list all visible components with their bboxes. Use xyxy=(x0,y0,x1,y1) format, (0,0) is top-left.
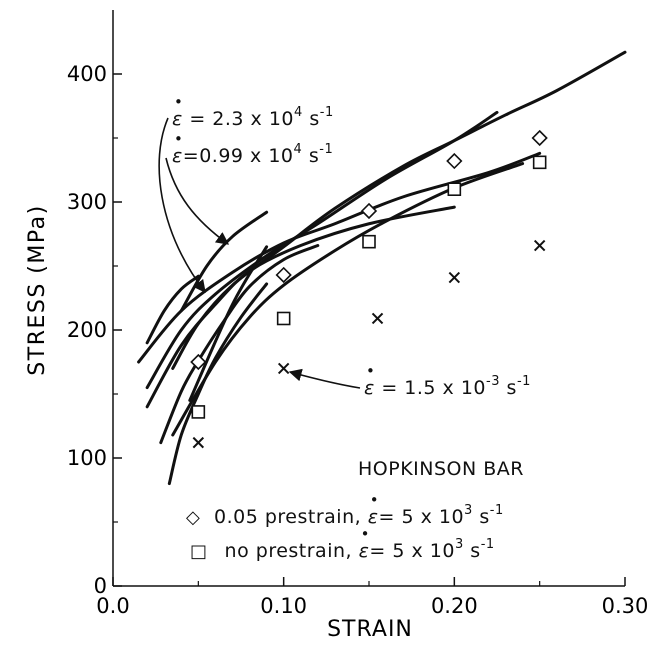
x-marker-stroke xyxy=(192,436,205,449)
diamond-marker xyxy=(446,152,463,170)
x-tick-label: 0.30 xyxy=(602,594,649,618)
annotation-rate-low: ε = 1.5 x 10-3 s-1 xyxy=(364,362,531,399)
arrow-rate-low xyxy=(288,368,361,389)
y-tick-label: 300 xyxy=(67,190,107,214)
square-marker-icon: □ xyxy=(190,541,208,562)
x-marker xyxy=(448,271,461,284)
axes xyxy=(112,10,626,587)
square-marker xyxy=(447,182,462,196)
annotation-arrows xyxy=(158,117,361,389)
y-tick-label: 400 xyxy=(67,62,107,86)
y-tick-label: 100 xyxy=(67,446,107,470)
stress-strain-curve xyxy=(188,245,269,402)
diamond-marker-icon: ◇ xyxy=(186,507,201,528)
x-tick-label: 0.10 xyxy=(260,594,307,618)
x-marker xyxy=(277,362,290,375)
square-marker xyxy=(276,311,291,326)
arrow-rate-high xyxy=(158,117,206,294)
x-marker xyxy=(533,239,546,252)
diamond-marker xyxy=(360,202,378,220)
x-tick-label: 0.20 xyxy=(431,594,478,618)
x-axis-label: STRAIN xyxy=(327,617,413,642)
y-axis-label: STRESS (MPa) xyxy=(25,204,50,375)
x-marker-stroke xyxy=(533,239,546,252)
x-marker-stroke xyxy=(371,312,384,325)
legend-prestrain: ◇0.05 prestrain, ε= 5 x 103 s-1 xyxy=(186,491,504,528)
diamond-marker xyxy=(275,266,292,284)
x-marker-stroke xyxy=(277,362,290,375)
diamond-marker xyxy=(190,353,207,371)
annotation-rate-high: ε = 2.3 x 104 s-1 xyxy=(172,93,334,130)
curves xyxy=(137,50,627,486)
stress-strain-curve xyxy=(137,151,542,364)
x-marker xyxy=(192,436,205,449)
stress-strain-curve xyxy=(171,50,627,370)
x-marker-stroke xyxy=(448,271,461,284)
stress-strain-curve xyxy=(167,282,269,486)
square-marker xyxy=(191,405,206,419)
arrow-rate-mid xyxy=(165,157,230,245)
tick-labels: 0.0 0.10 0.20 0.30 0 100 200 300 400 xyxy=(67,62,648,618)
legend-title: HOPKINSON BAR xyxy=(358,458,524,480)
x-marker xyxy=(371,312,384,325)
annotation-rate-mid: ε=0.99 x 104 s-1 xyxy=(172,130,333,167)
stress-strain-curve xyxy=(145,274,200,345)
stress-strain-curve xyxy=(179,210,269,313)
square-marker xyxy=(532,155,547,170)
y-tick-label: 0 xyxy=(94,574,107,598)
data-markers xyxy=(190,129,548,449)
x-tick-label: 0.0 xyxy=(96,594,129,618)
y-tick-label: 200 xyxy=(67,318,107,342)
square-marker xyxy=(362,234,376,249)
diamond-marker xyxy=(531,129,548,147)
legend-no-prestrain: □ no prestrain, ε= 5 x 103 s-1 xyxy=(190,525,495,562)
